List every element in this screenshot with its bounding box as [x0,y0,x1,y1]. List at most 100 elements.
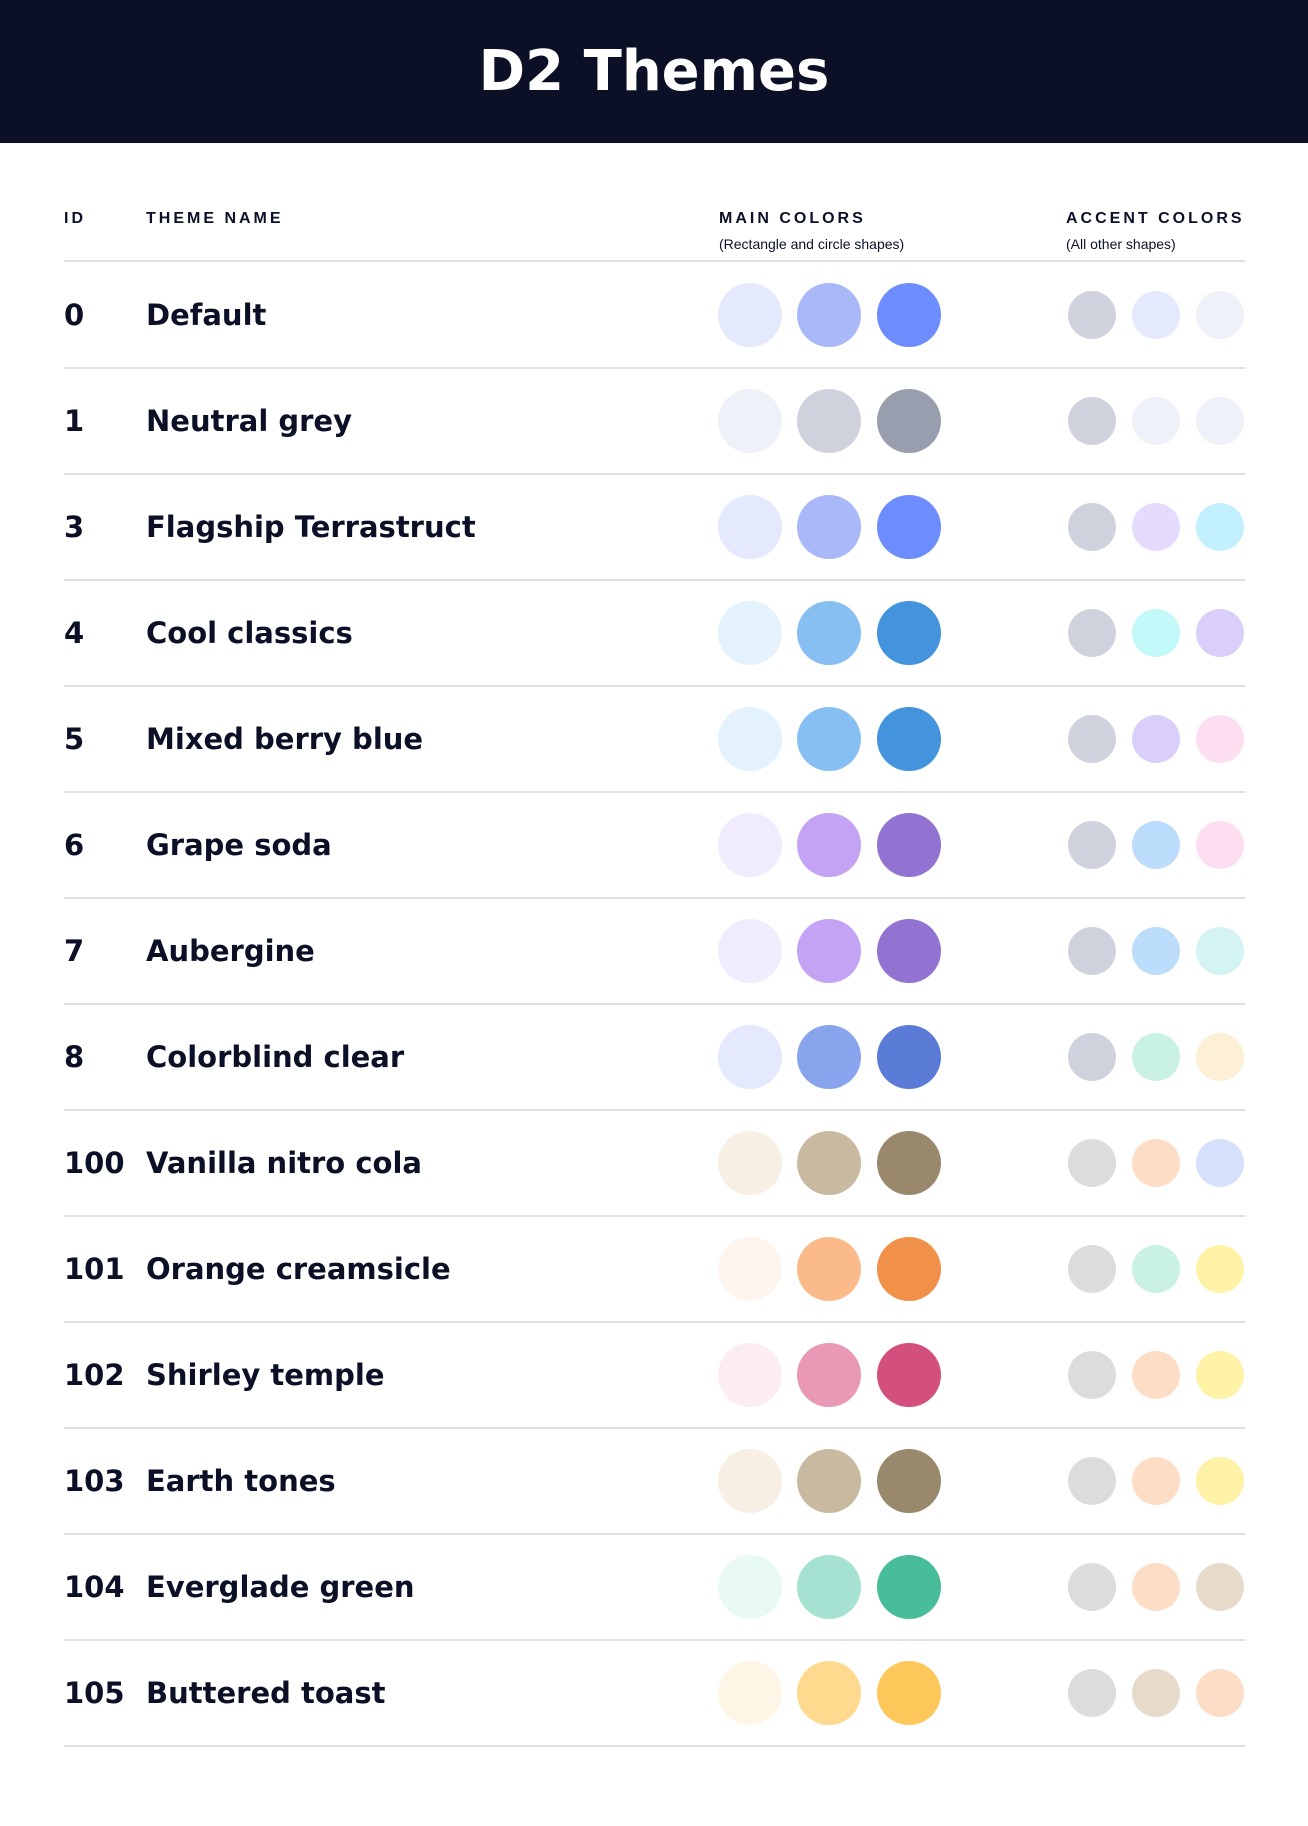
theme-row: 103 Earth tones [0,1428,1308,1534]
main-color-swatch [877,283,941,347]
theme-name: Vanilla nitro cola [146,1146,422,1180]
theme-id: 101 [64,1252,125,1286]
main-color-swatch [797,707,861,771]
row-divider [64,1003,1245,1005]
theme-id: 7 [64,934,85,968]
accent-color-swatch [1132,1033,1180,1081]
main-color-swatch [877,601,941,665]
theme-name: Neutral grey [146,404,352,438]
row-divider [64,1745,1245,1747]
main-color-swatch [797,495,861,559]
theme-row: 3 Flagship Terrastruct [0,474,1308,580]
accent-color-swatch [1068,397,1116,445]
column-header-accent-colors: ACCENT COLORS [1066,210,1245,227]
theme-id: 4 [64,616,85,650]
theme-name: Earth tones [146,1464,336,1498]
main-color-swatch [718,601,782,665]
accent-color-swatch [1132,1139,1180,1187]
row-divider [64,897,1245,899]
accent-color-swatch [1132,1245,1180,1293]
accent-color-swatch [1132,503,1180,551]
main-color-swatch [718,1555,782,1619]
main-color-swatch [797,283,861,347]
accent-color-swatch [1196,1139,1244,1187]
row-divider [64,1321,1245,1323]
main-color-swatch [877,813,941,877]
accent-color-swatch [1196,503,1244,551]
main-color-swatch [877,1131,941,1195]
theme-id: 8 [64,1040,85,1074]
theme-name: Buttered toast [146,1676,386,1710]
row-divider [64,791,1245,793]
accent-color-swatch [1132,715,1180,763]
accent-color-swatch [1132,397,1180,445]
accent-color-swatch [1132,821,1180,869]
row-divider [64,1427,1245,1429]
theme-id: 103 [64,1464,125,1498]
main-color-swatch [797,1343,861,1407]
accent-color-swatch [1132,927,1180,975]
main-color-swatch [797,1449,861,1513]
page-title: D2 Themes [478,39,830,104]
row-divider [64,1533,1245,1535]
accent-color-swatch [1196,609,1244,657]
theme-row: 5 Mixed berry blue [0,686,1308,792]
main-color-swatch [877,1661,941,1725]
accent-color-swatch [1068,503,1116,551]
accent-color-swatch [1132,1351,1180,1399]
theme-row: 100 Vanilla nitro cola [0,1110,1308,1216]
theme-name: Cool classics [146,616,353,650]
header-banner: D2 Themes [0,0,1308,143]
main-color-swatch [718,1661,782,1725]
main-color-swatch [718,389,782,453]
theme-row: 4 Cool classics [0,580,1308,686]
accent-color-swatch [1068,1033,1116,1081]
column-subheader-accent-colors: (All other shapes) [1066,236,1176,252]
theme-name: Grape soda [146,828,332,862]
main-color-swatch [718,1449,782,1513]
accent-color-swatch [1068,821,1116,869]
main-color-swatch [718,1343,782,1407]
accent-color-swatch [1196,821,1244,869]
theme-id: 3 [64,510,85,544]
theme-row: 6 Grape soda [0,792,1308,898]
main-color-swatch [877,1555,941,1619]
main-color-swatch [718,1237,782,1301]
accent-color-swatch [1068,1669,1116,1717]
accent-color-swatch [1068,927,1116,975]
main-color-swatch [718,495,782,559]
row-divider [64,1639,1245,1641]
theme-row: 8 Colorblind clear [0,1004,1308,1110]
row-divider [64,1215,1245,1217]
main-color-swatch [877,1449,941,1513]
column-header-id: ID [64,210,86,227]
main-color-swatch [877,919,941,983]
row-divider [64,367,1245,369]
theme-id: 0 [64,298,85,332]
accent-color-swatch [1068,1139,1116,1187]
accent-color-swatch [1068,715,1116,763]
accent-color-swatch [1068,1351,1116,1399]
accent-color-swatch [1196,1563,1244,1611]
main-color-swatch [718,1025,782,1089]
theme-id: 105 [64,1676,125,1710]
theme-row: 1 Neutral grey [0,368,1308,474]
theme-name: Orange creamsicle [146,1252,451,1286]
main-color-swatch [718,283,782,347]
column-subheader-main-colors: (Rectangle and circle shapes) [719,236,905,252]
theme-id: 102 [64,1358,125,1392]
column-header-theme-name: THEME NAME [146,210,284,227]
theme-name: Default [146,298,267,332]
theme-name: Mixed berry blue [146,722,424,756]
theme-id: 6 [64,828,85,862]
row-divider [64,473,1245,475]
main-color-swatch [718,707,782,771]
theme-id: 100 [64,1146,125,1180]
column-header-main-colors: MAIN COLORS [719,210,866,227]
main-color-swatch [718,1131,782,1195]
theme-row: 101 Orange creamsicle [0,1216,1308,1322]
accent-color-swatch [1068,1245,1116,1293]
main-color-swatch [797,601,861,665]
theme-name: Flagship Terrastruct [146,510,476,544]
main-color-swatch [877,1025,941,1089]
